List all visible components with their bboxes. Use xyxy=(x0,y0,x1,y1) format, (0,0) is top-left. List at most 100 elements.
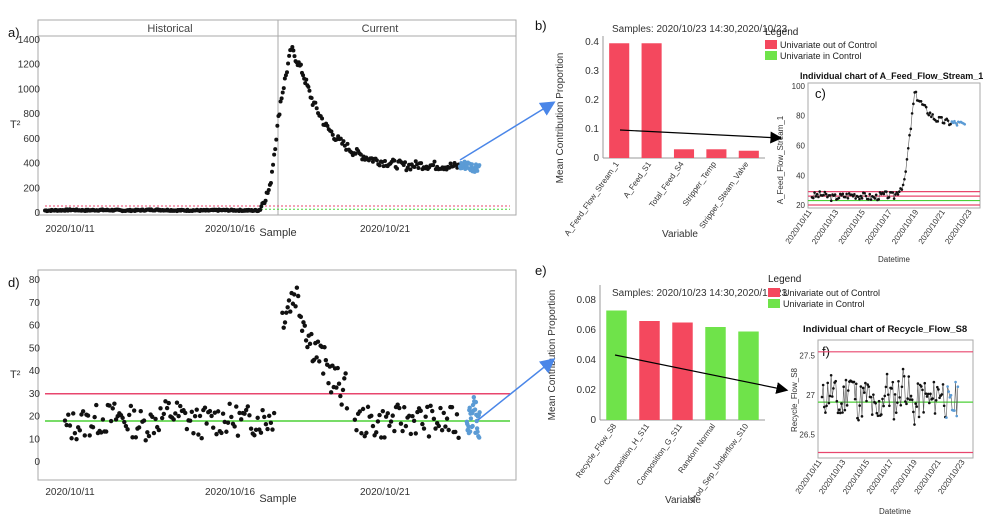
panel-f-data-point xyxy=(875,411,879,415)
panel-f-data-point xyxy=(822,405,826,409)
panel-d-data-point xyxy=(292,292,297,297)
panel-d-data-point xyxy=(309,331,314,337)
panel-f-data-point xyxy=(842,385,845,389)
panel-d-data-point xyxy=(477,410,482,415)
panel-f-data-point xyxy=(872,393,875,396)
panel-d-data-point xyxy=(431,416,437,422)
panel-a-ytick-label: 1000 xyxy=(18,84,41,95)
panel-f-data-point xyxy=(899,403,903,407)
panel-d-data-point xyxy=(410,413,415,419)
panel-f-data-point xyxy=(907,375,911,378)
panel-d-data-point xyxy=(189,409,195,414)
panel-d-data-point xyxy=(369,413,374,418)
panel-c-data-point xyxy=(946,119,950,122)
panel-d-data-point xyxy=(281,325,286,330)
panel-b-bar xyxy=(738,150,759,158)
panel-f-data-point xyxy=(845,404,849,407)
panel-d-data-point xyxy=(262,414,267,420)
panel-a-section-historical: Historical xyxy=(147,23,192,35)
panel-a-ytick-label: 200 xyxy=(23,183,40,194)
panel-f-data-point xyxy=(900,385,904,389)
panel-a-data-point xyxy=(259,204,264,209)
panel-d-data-point xyxy=(413,431,418,436)
panel-d-data-point xyxy=(433,426,438,431)
panel-b-legend-out-swatch xyxy=(765,40,777,49)
panel-a-data-point xyxy=(306,84,311,89)
panel-d-data-point xyxy=(123,423,129,429)
panel-f-data-point xyxy=(896,401,899,404)
panel-a-data-point xyxy=(274,137,279,142)
panel-d-data-point xyxy=(146,433,152,439)
panel-e-legend-in-label: Univariate in Control xyxy=(783,299,865,309)
panel-d-data-point xyxy=(138,408,143,414)
panel-f-data-point xyxy=(916,382,920,385)
panel-d-data-point xyxy=(191,431,196,436)
panel-c-data-point xyxy=(892,197,896,200)
panel-d-data-point xyxy=(122,419,127,425)
panel-d-data-point xyxy=(215,409,221,414)
panel-d-data-point xyxy=(428,403,433,408)
panel-f-data-point xyxy=(938,396,941,400)
panel-c-data-point xyxy=(863,191,866,195)
panel-f-data-point xyxy=(932,380,936,384)
panel-d-data-point xyxy=(143,438,148,443)
panel-d-data-point xyxy=(443,424,448,429)
panel-a-data-point xyxy=(291,48,296,53)
panel-d-data-point xyxy=(145,430,150,435)
panel-f-data-point xyxy=(862,391,866,394)
panel-c-data-point xyxy=(901,183,905,187)
panel-f-data-point xyxy=(824,411,827,414)
panel-d-data-point xyxy=(454,412,460,417)
panel-d-data-point xyxy=(387,423,392,428)
panel-d-data-point xyxy=(187,418,193,423)
panel-d-data-point xyxy=(62,418,68,423)
panel-f-series-line xyxy=(821,369,959,425)
panel-a-data-point xyxy=(309,95,314,100)
panel-a-data-point xyxy=(341,139,346,144)
panel-f-data-point xyxy=(857,418,860,422)
panel-c-data-point xyxy=(841,192,845,196)
panel-c-data-point xyxy=(954,121,958,125)
panel-d-data-point xyxy=(307,341,313,347)
panel-b-category-label: A_Feed_Flow_Stream_1 xyxy=(563,160,621,238)
panel-d-data-point xyxy=(199,436,204,441)
panel-c-data-point xyxy=(882,192,886,196)
panel-c-ytick-label: 100 xyxy=(792,82,806,91)
panel-d-data-point xyxy=(322,345,327,350)
panel-a-data-point xyxy=(330,132,335,137)
panel-e-ytick-label: 0.06 xyxy=(577,325,597,336)
panel-c-xlabel: Datetime xyxy=(878,255,911,264)
panel-c-series-line xyxy=(811,91,965,201)
panel-f-chart: Individual chart of Recycle_Flow_S8 f) R… xyxy=(790,324,974,516)
panel-d-ylabel: T² xyxy=(10,369,21,381)
panel-a-xtick-label: 2020/10/16 xyxy=(205,224,255,235)
panel-a-data-point xyxy=(280,90,285,95)
panel-f-data-point xyxy=(894,411,898,414)
panel-f-data-point xyxy=(902,374,906,378)
panel-d-data-point xyxy=(402,405,407,410)
panel-d-data-point xyxy=(196,432,201,437)
panel-b-ytick-label: 0.1 xyxy=(585,124,599,135)
panel-d-data-point xyxy=(299,328,305,334)
panel-d-chart: d) T² Sample 0 10 20 30 40 50 60 70 80 2020/10/1… xyxy=(8,269,517,505)
panel-d-data-point xyxy=(82,433,87,438)
panel-f-data-point xyxy=(859,385,863,388)
panel-f-data-point xyxy=(858,404,861,407)
connector-b-to-c xyxy=(619,129,783,144)
panel-f-data-point xyxy=(941,383,945,386)
panel-d-data-point xyxy=(108,418,114,424)
panel-d-data-point xyxy=(271,410,277,416)
panel-a-data-point xyxy=(432,159,437,164)
panel-d-data-point xyxy=(159,415,165,421)
panel-b-xlabel: Variable xyxy=(662,229,698,240)
panel-e-title: Samples: 2020/10/23 14:30,2020/10/23 xyxy=(612,288,788,299)
panel-c-data-point xyxy=(940,116,943,119)
panel-d-ytick-label: 60 xyxy=(29,321,41,332)
panel-a-data-point xyxy=(374,158,379,163)
panel-c-title: Individual chart of A_Feed_Flow_Stream_1 xyxy=(800,71,983,81)
panel-d-data-point xyxy=(321,371,326,376)
panel-d-data-point xyxy=(408,431,414,437)
panel-f-data-point xyxy=(929,392,932,396)
panel-a-data-point xyxy=(382,159,387,164)
